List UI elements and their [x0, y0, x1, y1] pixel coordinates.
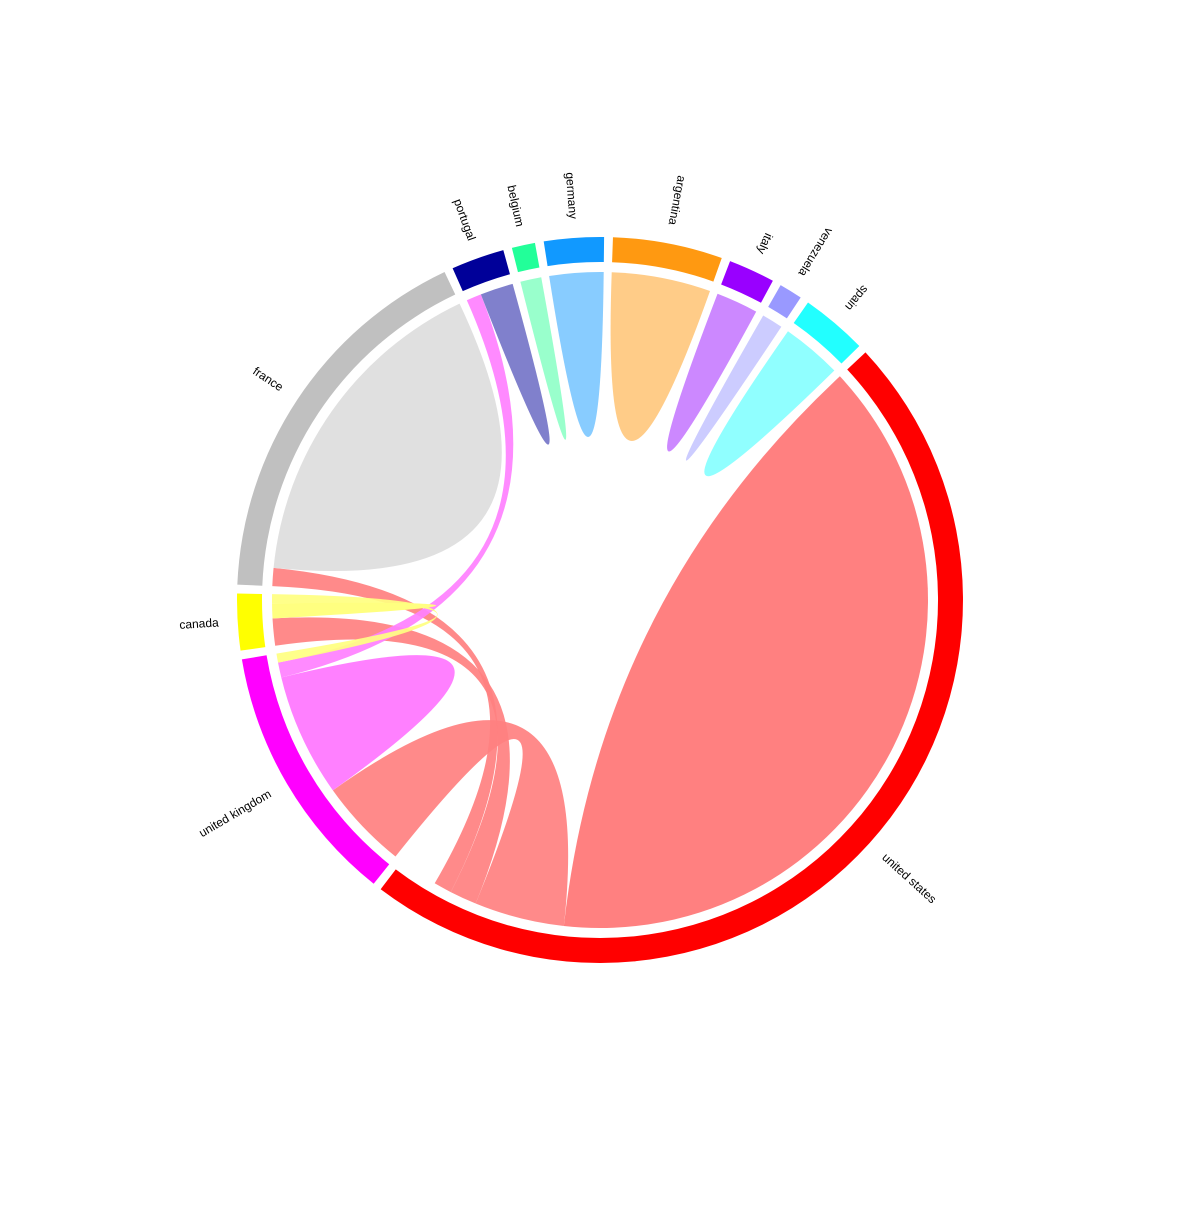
group-label-belgium: belgium	[504, 184, 527, 228]
ribbon-spain-to-spain	[704, 331, 835, 477]
group-arc-united-kingdom	[241, 655, 390, 884]
group-label-venezuela: venezuela	[795, 225, 836, 279]
ribbon-united-kingdom-to-united-kingdom	[281, 655, 455, 791]
ribbon-portugal-to-portugal	[480, 283, 550, 445]
ribbon-germany-to-germany	[549, 271, 604, 438]
ribbon-venezuela-to-venezuela	[685, 315, 782, 461]
group-label-united-states: united states	[879, 850, 939, 906]
group-label-canada: canada	[179, 615, 219, 631]
group-arc-france	[237, 271, 456, 586]
group-label-united-kingdom: united kingdom	[196, 787, 273, 840]
group-arc-argentina	[612, 237, 722, 282]
group-label-portugal: portugal	[451, 197, 479, 243]
group-label-spain: spain	[842, 283, 871, 314]
group-label-argentina: argentina	[666, 174, 689, 226]
ribbon-italy-to-italy	[667, 293, 757, 452]
ribbon-united-states-to-united-kingdom	[332, 720, 569, 926]
group-label-france: france	[250, 364, 286, 394]
ribbon-argentina-to-argentina	[610, 272, 711, 441]
ribbon-france-to-france	[273, 303, 502, 572]
ribbon-belgium-to-belgium	[520, 277, 567, 440]
ribbon-united-kingdom-to-portugal	[278, 294, 514, 678]
ribbon-canada-to-united-kingdom	[272, 594, 438, 663]
group-label-italy: italy	[754, 231, 776, 256]
group-label-germany: germany	[563, 172, 580, 220]
group-arc-portugal	[452, 250, 510, 292]
ribbons-layer	[272, 271, 928, 928]
ribbon-united-states-to-united-states	[563, 376, 928, 928]
group-arcs-layer	[237, 236, 963, 963]
group-arc-united-states	[380, 352, 963, 963]
ribbon-canada-to-canada	[272, 602, 437, 619]
group-arc-spain	[793, 302, 860, 364]
ribbon-united-states-to-canada	[272, 617, 510, 904]
group-arc-italy	[721, 261, 773, 303]
group-arc-belgium	[511, 242, 540, 273]
group-arc-canada	[237, 593, 266, 651]
group-arc-venezuela	[768, 285, 801, 319]
group-arc-germany	[543, 236, 605, 267]
